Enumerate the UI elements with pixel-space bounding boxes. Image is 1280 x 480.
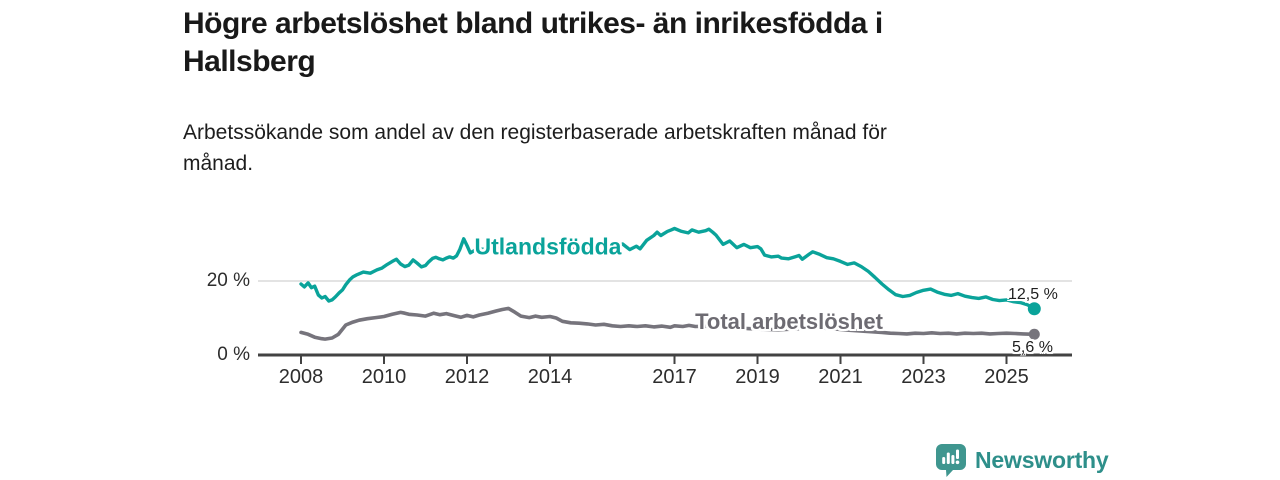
logo-bubble-shape [936, 444, 966, 477]
newsworthy-logo-text: Newsworthy [975, 447, 1109, 473]
page-title-line-2: Hallsberg [183, 45, 316, 78]
x-axis-ticks [300, 356, 1008, 364]
series-line-total-arbetsloshet [299, 306, 1037, 341]
series-label-total-arbetsloshet: Total arbetslöshet [695, 309, 883, 334]
x-tick-label-2010: 2010 [361, 366, 407, 388]
x-tick-label-2008: 2008 [278, 366, 324, 388]
chart-subtitle: Arbetssökande som andel av den registerb… [183, 117, 1083, 179]
x-tick-label-2023: 2023 [901, 366, 946, 388]
x-tick-label-2021: 2021 [818, 366, 863, 388]
chart-subtitle-line-2: månad. [183, 152, 254, 175]
chart-subtitle-line-1: Arbetssökande som andel av den registerb… [183, 121, 887, 144]
x-tick-label-2012: 2012 [444, 366, 490, 388]
series-label-utlandsfodda: Utlandsfödda [474, 233, 622, 260]
x-tick-label-2019: 2019 [735, 366, 780, 388]
end-dot-total [1028, 328, 1040, 340]
newsworthy-bubble-chart-icon [936, 444, 966, 477]
y-tick-label-20: 20 % [206, 270, 250, 291]
series-line-utlandsfodda [299, 226, 1037, 311]
page-title-line-1: Högre arbetslöshet bland utrikes- än inr… [183, 7, 883, 40]
x-tick-label-2025: 2025 [984, 366, 1029, 388]
page-title: Högre arbetslöshet bland utrikes- än inr… [183, 5, 1083, 81]
end-value-label-utlandsfodda: 12,5 % [1008, 286, 1058, 303]
end-dot-utlandsfodda [1027, 302, 1041, 316]
x-tick-label-2014: 2014 [527, 366, 573, 388]
end-value-label-total: 5,6 % [1012, 339, 1053, 356]
x-tick-label-2017: 2017 [652, 366, 697, 388]
newsworthy-logo: Newsworthy [936, 444, 1109, 477]
y-tick-label-0: 0 % [217, 344, 250, 365]
